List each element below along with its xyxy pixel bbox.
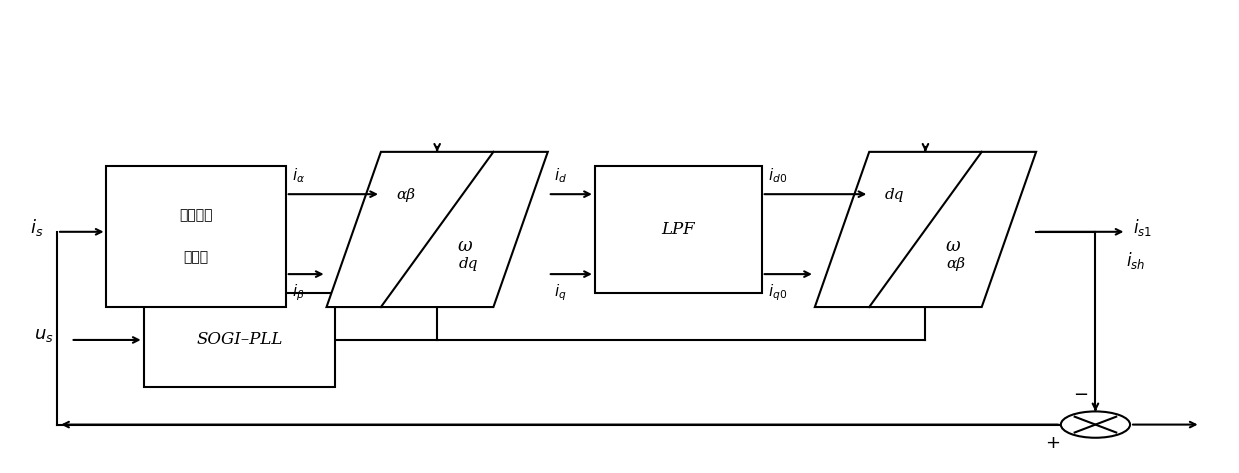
Text: $i_{q0}$: $i_{q0}$ bbox=[768, 283, 787, 303]
Text: 发生器: 发生器 bbox=[183, 251, 208, 265]
Bar bbox=[107, 166, 286, 307]
Text: αβ: αβ bbox=[947, 256, 966, 271]
Text: SOGI–PLL: SOGI–PLL bbox=[196, 332, 282, 349]
Text: $i_{\beta}$: $i_{\beta}$ bbox=[292, 283, 305, 303]
Text: $u_s$: $u_s$ bbox=[33, 326, 53, 344]
Text: αβ: αβ bbox=[396, 188, 416, 202]
Text: $-$: $-$ bbox=[1073, 384, 1088, 402]
Text: 正交信号: 正交信号 bbox=[180, 208, 213, 222]
Text: dq: dq bbox=[885, 188, 904, 202]
Text: $i_{sh}$: $i_{sh}$ bbox=[1126, 250, 1146, 271]
Text: $i_{d0}$: $i_{d0}$ bbox=[768, 166, 787, 185]
Text: ω: ω bbox=[945, 237, 960, 255]
Polygon shape bbox=[327, 152, 548, 307]
Polygon shape bbox=[815, 152, 1036, 307]
Text: $i_{\alpha}$: $i_{\alpha}$ bbox=[292, 166, 305, 185]
Text: $i_s$: $i_s$ bbox=[30, 217, 43, 237]
Text: $i_d$: $i_d$ bbox=[554, 166, 567, 185]
Text: dq: dq bbox=[458, 256, 478, 271]
Bar bbox=[144, 293, 336, 387]
Text: LPF: LPF bbox=[662, 221, 695, 238]
Text: ω: ω bbox=[457, 237, 472, 255]
Circle shape bbox=[1061, 412, 1130, 438]
Text: $i_{s1}$: $i_{s1}$ bbox=[1132, 217, 1151, 237]
Text: $+$: $+$ bbox=[1044, 434, 1059, 452]
Text: $i_q$: $i_q$ bbox=[554, 283, 566, 303]
Bar bbox=[595, 166, 762, 293]
